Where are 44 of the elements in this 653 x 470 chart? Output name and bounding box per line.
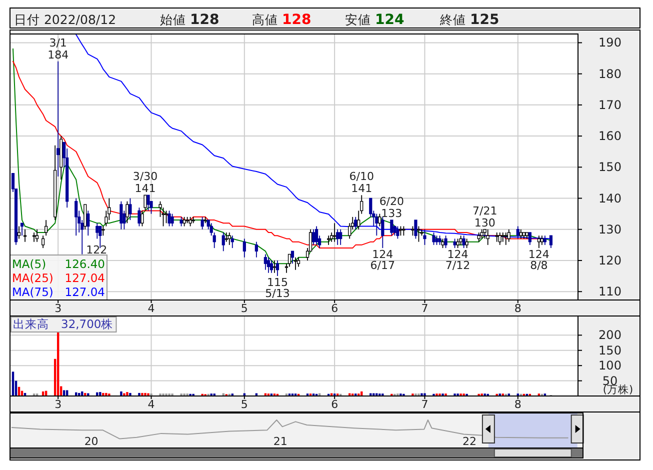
y-tick-label: 130 [598,222,622,236]
annotation: 122 [86,243,108,256]
x-tick-label: 5 [240,302,248,315]
y-tick-label: 170 [598,98,622,112]
text: 安値 124 [345,12,404,28]
y-tick-label: 120 [598,253,622,268]
annotation: 6/10 141 [349,170,374,196]
x-tick-label: 8 [514,398,522,411]
text: 高値 128 [252,12,312,28]
y-tick-label: 180 [598,66,622,81]
annotation: 124 6/17 [370,248,396,272]
y-tick-label: 150 [598,160,622,174]
annotation: 3/1 184 [48,36,69,62]
x-tick-label: 6 [331,302,338,315]
x-tick-label: 8 [514,302,522,315]
x-tick-label: 3 [54,302,62,315]
y-tick-label: 140 [598,191,622,206]
y-tick-label: 110 [598,284,622,299]
annotation: 124 7/12 [445,248,470,272]
x-tick-label: 4 [148,398,155,411]
text: 始値 128 [160,12,220,28]
y-tick-label: 100 [598,358,622,373]
annotation: 115 5/13 [265,276,290,300]
annotation: 7/21 130 [472,204,498,230]
x-tick-label: 6 [331,398,338,411]
chart-title: 出来高 32,700株 [13,317,114,331]
x-tick-label: 20 [84,435,98,448]
legend: MA(5) 126.40 MA(25) 127.04 MA(75) 127.04 [10,254,108,300]
x-tick-label: 21 [273,435,288,448]
x-tick-label: 7 [421,302,428,315]
y-tick-label: 190 [598,36,622,50]
y-tick-label: 200 [598,328,622,342]
text: 日付 2022/08/12 [14,12,116,27]
x-tick-label: 22 [462,435,477,448]
y-tick-label: 160 [598,129,622,144]
x-tick-label: 4 [148,302,155,315]
annotation: 6/20 133 [379,195,404,220]
x-tick-label: 3 [54,398,62,411]
x-tick-label: 7 [421,398,428,411]
annotation: 3/30 141 [132,170,158,196]
annotation: 124 8/8 [528,248,550,272]
y-tick-label: 150 [598,343,622,358]
x-tick-label: 5 [240,398,248,411]
text: 終値 125 [439,12,500,28]
